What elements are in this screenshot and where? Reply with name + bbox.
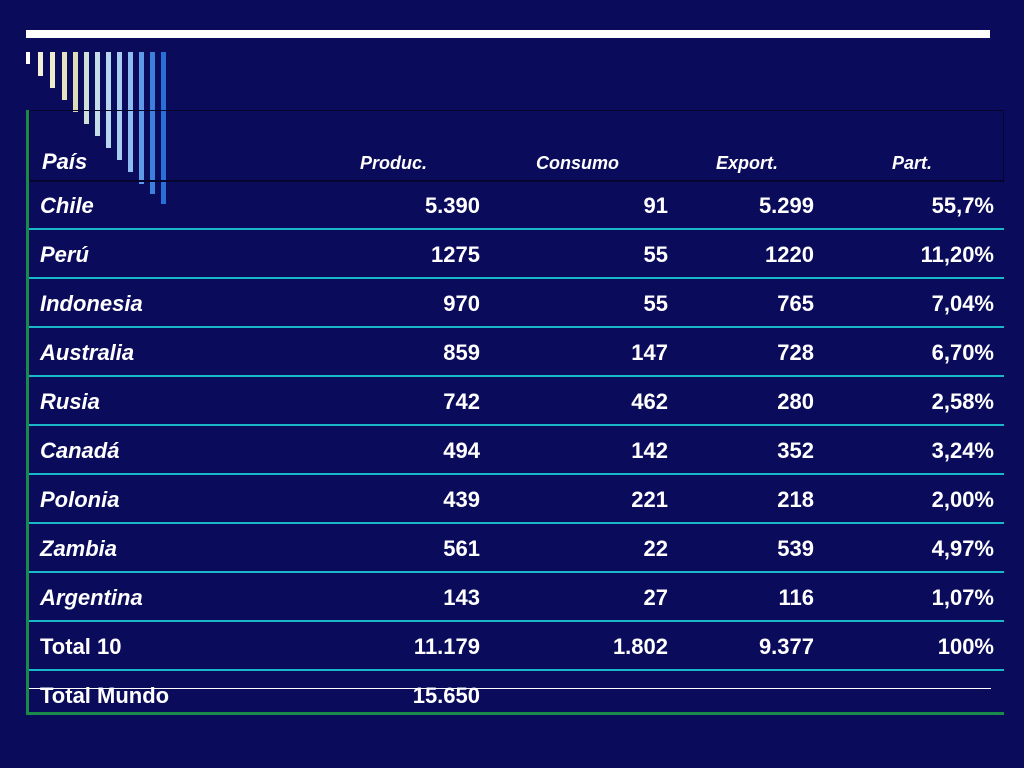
cell-produc: 5.390 [424, 193, 480, 218]
table-header-row: País Produc. Consumo Export. Part. [29, 110, 1004, 182]
cell-part: 11,20% [920, 242, 994, 267]
cell-pais: Canadá [40, 438, 120, 463]
cell-export: 9.377 [758, 634, 814, 659]
table-row: Polonia 439 221 218 2,00% [29, 476, 1004, 524]
cell-export: 218 [777, 487, 814, 512]
cell-produc: 15.650 [412, 683, 480, 708]
cell-produc: 11.179 [413, 634, 480, 659]
table-row: Argentina 143 27 116 1,07% [29, 574, 1004, 622]
cell-consumo: 22 [643, 536, 668, 561]
cell-consumo: 27 [643, 585, 668, 610]
cell-part: 7,04% [931, 291, 994, 316]
cell-export: 352 [777, 438, 814, 463]
decorative-bars [26, 52, 166, 204]
header-produc: Produc. [360, 153, 428, 173]
header-part: Part. [892, 153, 933, 173]
table-bottom-border [29, 712, 1004, 715]
cell-consumo: 91 [643, 193, 668, 218]
cell-part: 1,07% [931, 585, 994, 610]
table-row: Australia 859 147 728 6,70% [29, 329, 1004, 377]
header-consumo: Consumo [536, 153, 619, 173]
cell-export: 539 [777, 536, 814, 561]
table-row: Indonesia 970 55 765 7,04% [29, 280, 1004, 328]
cell-export: 280 [777, 389, 814, 414]
total-mundo-row: Total Mundo 15.650 [29, 672, 1004, 720]
header-pais: País [42, 149, 88, 174]
cell-consumo: 55 [643, 291, 668, 316]
table-row: Perú 1275 55 1220 11,20% [29, 231, 1004, 279]
cell-pais: Zambia [40, 536, 118, 561]
table-left-border [26, 110, 29, 715]
cell-part: 3,24% [931, 438, 994, 463]
cell-produc: 143 [443, 585, 480, 610]
cell-part: 2,00% [931, 487, 994, 512]
cell-produc: 494 [443, 438, 480, 463]
production-table: País Produc. Consumo Export. Part. Chile… [26, 110, 1004, 715]
cell-pais: Chile [40, 193, 94, 218]
cell-produc: 742 [443, 389, 480, 414]
cell-part: 55,7% [931, 193, 994, 218]
cell-pais: Total 10 [40, 634, 122, 659]
cell-consumo: 55 [643, 242, 668, 267]
cell-produc: 561 [443, 536, 480, 561]
table-row: Canadá 494 142 352 3,24% [29, 427, 1004, 475]
cell-pais: Indonesia [40, 291, 143, 316]
cell-produc: 970 [443, 291, 480, 316]
table-row: Chile 5.390 91 5.299 55,7% [29, 182, 1004, 230]
cell-consumo: 147 [631, 340, 668, 365]
cell-part: 2,58% [931, 389, 994, 414]
cell-consumo: 462 [631, 389, 668, 414]
total-10-row: Total 10 11.179 1.802 9.377 100% [29, 623, 1004, 671]
cell-export: 5.299 [758, 193, 814, 218]
top-rule [26, 30, 990, 38]
table-row: Zambia 561 22 539 4,97% [29, 525, 1004, 573]
header-export: Export. [716, 153, 779, 173]
total-mundo-strike-line [29, 688, 991, 689]
cell-consumo: 221 [631, 487, 668, 512]
cell-export: 1220 [765, 242, 814, 267]
cell-export: 765 [777, 291, 814, 316]
cell-pais: Australia [40, 340, 135, 365]
cell-produc: 1275 [431, 242, 480, 267]
cell-pais: Perú [40, 242, 89, 267]
cell-produc: 859 [443, 340, 480, 365]
cell-pais: Polonia [40, 487, 120, 512]
cell-pais: Total Mundo [40, 683, 170, 708]
cell-consumo: 1.802 [612, 634, 668, 659]
cell-pais: Rusia [40, 389, 100, 414]
cell-part: 4,97% [931, 536, 994, 561]
cell-consumo: 142 [631, 438, 668, 463]
cell-pais: Argentina [40, 585, 143, 610]
cell-part: 100% [937, 634, 994, 659]
cell-produc: 439 [443, 487, 480, 512]
table-row: Rusia 742 462 280 2,58% [29, 378, 1004, 426]
cell-export: 728 [777, 340, 814, 365]
cell-part: 6,70% [931, 340, 994, 365]
cell-export: 116 [778, 585, 815, 610]
